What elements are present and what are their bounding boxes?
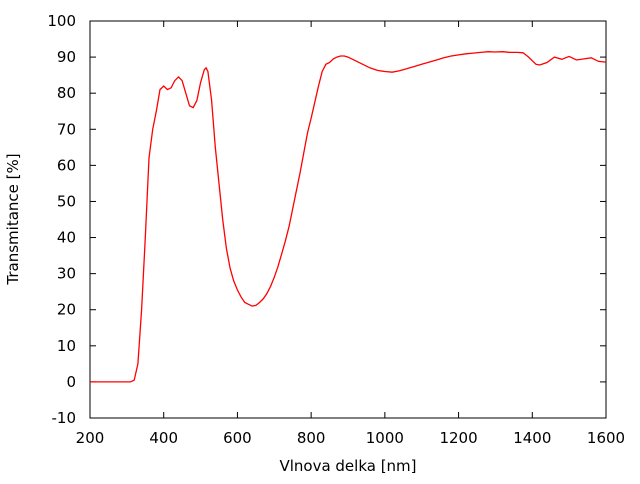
x-tick-label: 1200 xyxy=(439,429,477,447)
y-tick-label: 100 xyxy=(47,12,76,30)
x-axis-label: Vlnova delka [nm] xyxy=(279,457,416,475)
x-tick-label: 1400 xyxy=(513,429,551,447)
x-tick-label: 1000 xyxy=(366,429,404,447)
y-tick-label: -10 xyxy=(52,409,77,427)
y-tick-label: 0 xyxy=(66,373,76,391)
x-tick-label: 200 xyxy=(76,429,105,447)
plot-frame xyxy=(89,20,607,419)
y-tick-label: 90 xyxy=(57,48,76,66)
y-tick-label: 50 xyxy=(57,192,76,210)
y-tick-label: 40 xyxy=(57,229,76,247)
y-tick-label: 80 xyxy=(57,84,76,102)
y-tick-label: 20 xyxy=(57,301,76,319)
x-tick-label: 400 xyxy=(149,429,178,447)
x-tick-label: 800 xyxy=(297,429,326,447)
y-tick-label: 70 xyxy=(57,120,76,138)
y-tick-label: 10 xyxy=(57,337,76,355)
x-tick-label: 1600 xyxy=(587,429,625,447)
y-tick-label: 60 xyxy=(57,156,76,174)
x-tick-label: 600 xyxy=(223,429,252,447)
y-axis-label: Transmitance [%] xyxy=(4,153,22,285)
transmittance-line xyxy=(90,51,607,383)
y-tick-label: 30 xyxy=(57,265,76,283)
